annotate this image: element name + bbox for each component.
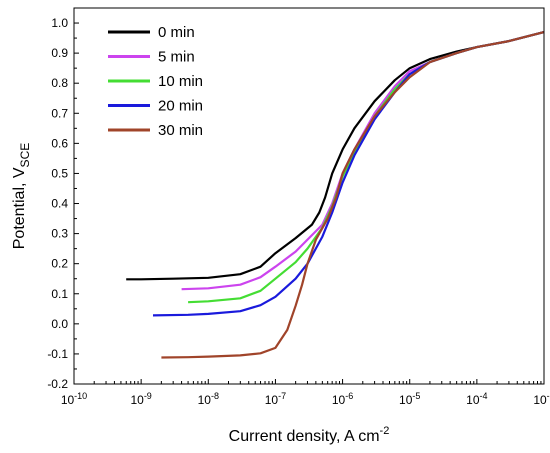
legend-label-3: 20 min [158, 98, 203, 115]
y-tick-label-9: 0.7 [51, 106, 68, 120]
y-tick-label-10: 0.8 [51, 76, 68, 90]
series-line-1 [181, 31, 545, 291]
series-line-4 [161, 31, 545, 359]
y-tick-label-6: 0.4 [51, 197, 68, 211]
y-tick-label-12: 1.0 [51, 16, 68, 30]
y-tick-label-11: 0.9 [51, 46, 68, 60]
series-line-2 [188, 31, 545, 304]
legend-label-2: 10 min [158, 73, 203, 90]
y-tick-label-5: 0.3 [51, 227, 68, 241]
legend-label-0: 0 min [158, 24, 195, 41]
series-line-3 [152, 31, 545, 317]
x-tick-label-3: 10-7 [265, 391, 286, 407]
x-axis-title-sup: -2 [380, 425, 390, 437]
y-tick-label-0: -0.2 [47, 377, 68, 391]
y-tick-label-8: 0.6 [51, 136, 68, 150]
x-axis-title: Current density, A cm-2 [229, 425, 390, 445]
ticks-layer: -0.2 -0.1 0.0 0.1 0.2 0.3 0.4 0.5 0.6 0.7 0.8 0.9 1.… [47, 7, 550, 407]
x-tick-label-1: 10-9 [130, 391, 151, 407]
plot-layer [126, 31, 545, 359]
series-line-0 [126, 31, 545, 281]
y-axis-title: Potential, VSCE [11, 143, 32, 250]
legend-label-4: 30 min [158, 122, 203, 139]
legend-label-1: 5 min [158, 49, 195, 66]
y-axis-title-text: Potential, V [11, 167, 28, 249]
x-tick-label-7: 10-3 [533, 391, 550, 407]
y-tick-label-1: -0.1 [47, 347, 68, 361]
legend: 0 min 5 min 10 min 20 min 30 min [108, 24, 203, 139]
y-tick-label-7: 0.5 [51, 166, 68, 180]
x-tick-label-2: 10-8 [198, 391, 219, 407]
plot-frame [73, 7, 545, 385]
y-tick-label-4: 0.2 [51, 257, 68, 271]
y-axis-title-sub: SCE [18, 143, 32, 168]
x-axis-title-text: Current density, A cm [229, 428, 380, 445]
x-tick-label-5: 10-5 [399, 391, 420, 407]
y-tick-label-2: 0.0 [51, 317, 68, 331]
y-tick-label-3: 0.1 [51, 287, 68, 301]
x-tick-label-6: 10-4 [466, 391, 487, 407]
x-tick-label-0: 10-10 [61, 391, 87, 407]
x-tick-label-4: 10-6 [332, 391, 353, 407]
